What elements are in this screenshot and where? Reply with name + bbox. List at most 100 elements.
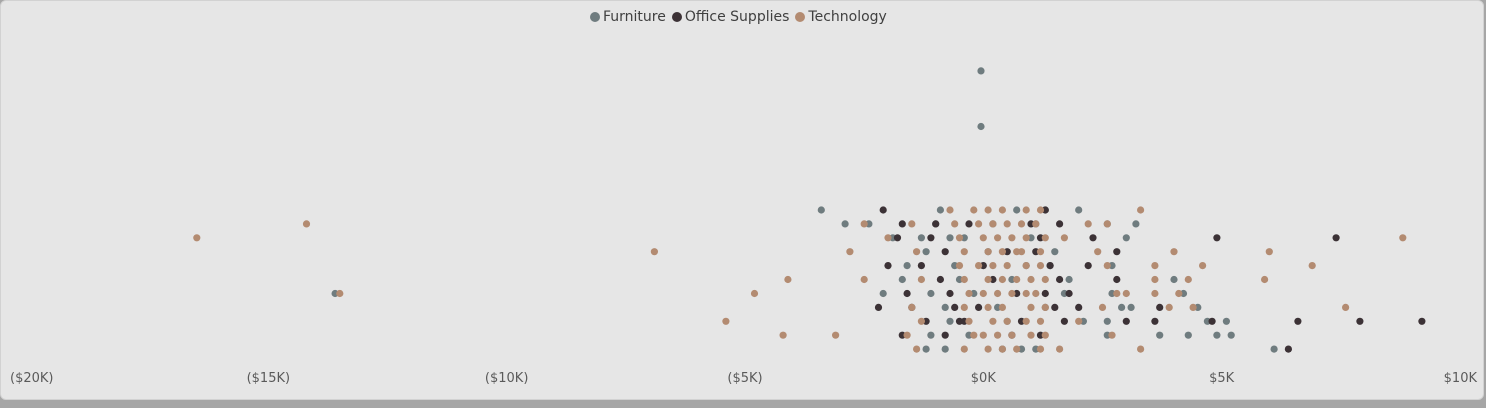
point-office-supplies[interactable] [932, 220, 940, 228]
point-technology[interactable] [860, 220, 868, 228]
point-technology[interactable] [1056, 345, 1064, 353]
point-technology[interactable] [1027, 275, 1035, 284]
point-technology[interactable] [989, 317, 997, 325]
legend-item-furniture[interactable]: Furniture [590, 9, 666, 25]
point-furniture[interactable] [1184, 331, 1192, 339]
point-technology[interactable] [979, 234, 987, 242]
point-furniture[interactable] [903, 262, 911, 270]
point-technology[interactable] [913, 248, 921, 256]
point-technology[interactable] [1022, 317, 1030, 325]
point-office-supplies[interactable] [946, 289, 954, 298]
point-technology[interactable] [784, 275, 792, 284]
point-office-supplies[interactable] [936, 275, 945, 284]
point-technology[interactable] [913, 345, 921, 353]
point-office-supplies[interactable] [1208, 317, 1216, 325]
point-technology[interactable] [650, 248, 659, 256]
point-technology[interactable] [1103, 262, 1111, 270]
point-technology[interactable] [994, 289, 1002, 298]
point-office-supplies[interactable] [1046, 262, 1054, 270]
point-technology[interactable] [1094, 248, 1102, 256]
point-technology[interactable] [722, 317, 730, 325]
point-technology[interactable] [1041, 331, 1049, 339]
point-technology[interactable] [1027, 303, 1035, 311]
point-technology[interactable] [998, 248, 1007, 256]
point-office-supplies[interactable] [1294, 317, 1302, 325]
point-technology[interactable] [1075, 317, 1083, 325]
point-technology[interactable] [960, 345, 968, 353]
point-technology[interactable] [1022, 262, 1030, 270]
point-technology[interactable] [1027, 331, 1035, 339]
point-office-supplies[interactable] [917, 262, 926, 270]
point-furniture[interactable] [946, 317, 954, 325]
point-office-supplies[interactable] [1041, 289, 1049, 298]
point-technology[interactable] [998, 345, 1007, 353]
point-furniture[interactable] [1222, 317, 1230, 325]
point-technology[interactable] [989, 220, 997, 228]
point-technology[interactable] [1108, 331, 1116, 339]
point-technology[interactable] [955, 262, 964, 270]
point-furniture[interactable] [898, 275, 906, 284]
point-furniture[interactable] [1156, 331, 1164, 339]
point-technology[interactable] [1189, 303, 1197, 311]
point-technology[interactable] [1103, 220, 1111, 228]
point-office-supplies[interactable] [927, 234, 935, 242]
point-technology[interactable] [1022, 234, 1030, 242]
point-technology[interactable] [1036, 248, 1045, 256]
point-technology[interactable] [979, 331, 987, 339]
point-technology[interactable] [917, 275, 926, 284]
point-technology[interactable] [1060, 234, 1068, 242]
point-office-supplies[interactable] [1051, 303, 1059, 311]
point-technology[interactable] [1137, 206, 1145, 214]
point-technology[interactable] [970, 206, 978, 214]
point-office-supplies[interactable] [1089, 234, 1097, 242]
point-technology[interactable] [1041, 275, 1049, 284]
point-technology[interactable] [955, 234, 964, 242]
point-technology[interactable] [1022, 206, 1030, 214]
point-technology[interactable] [846, 248, 854, 256]
point-technology[interactable] [998, 303, 1007, 311]
point-office-supplies[interactable] [1065, 289, 1073, 298]
point-office-supplies[interactable] [1418, 317, 1426, 325]
point-office-supplies[interactable] [1284, 345, 1292, 353]
point-office-supplies[interactable] [941, 248, 949, 256]
point-furniture[interactable] [936, 206, 945, 214]
point-technology[interactable] [750, 289, 759, 298]
point-technology[interactable] [979, 289, 987, 298]
point-technology[interactable] [1017, 220, 1026, 228]
point-technology[interactable] [960, 248, 968, 256]
point-technology[interactable] [1151, 262, 1159, 270]
point-technology[interactable] [1008, 289, 1016, 298]
point-technology[interactable] [1151, 289, 1159, 298]
point-technology[interactable] [960, 303, 968, 311]
point-technology[interactable] [884, 234, 892, 242]
point-technology[interactable] [970, 331, 978, 339]
point-technology[interactable] [336, 289, 344, 298]
point-furniture[interactable] [1013, 206, 1021, 214]
point-technology[interactable] [832, 331, 840, 339]
point-furniture[interactable] [922, 345, 930, 353]
point-office-supplies[interactable] [1075, 303, 1083, 311]
point-furniture[interactable] [941, 303, 949, 311]
point-furniture[interactable] [1075, 206, 1083, 214]
point-technology[interactable] [1036, 262, 1045, 270]
point-technology[interactable] [984, 206, 992, 214]
legend-item-office-supplies[interactable]: Office Supplies [671, 9, 789, 25]
point-technology[interactable] [960, 275, 968, 284]
point-furniture[interactable] [1127, 303, 1135, 311]
point-office-supplies[interactable] [941, 331, 949, 339]
point-technology[interactable] [1151, 275, 1159, 284]
point-technology[interactable] [1342, 303, 1350, 311]
point-technology[interactable] [965, 317, 973, 325]
point-furniture[interactable] [927, 289, 935, 298]
point-furniture[interactable] [1132, 220, 1140, 228]
point-office-supplies[interactable] [965, 220, 973, 228]
point-furniture[interactable] [1065, 275, 1073, 284]
point-furniture[interactable] [879, 289, 887, 298]
point-furniture[interactable] [1227, 331, 1235, 339]
point-office-supplies[interactable] [898, 220, 906, 228]
point-technology[interactable] [951, 220, 959, 228]
point-technology[interactable] [1113, 289, 1121, 298]
point-technology[interactable] [860, 275, 868, 284]
point-office-supplies[interactable] [1122, 317, 1130, 325]
